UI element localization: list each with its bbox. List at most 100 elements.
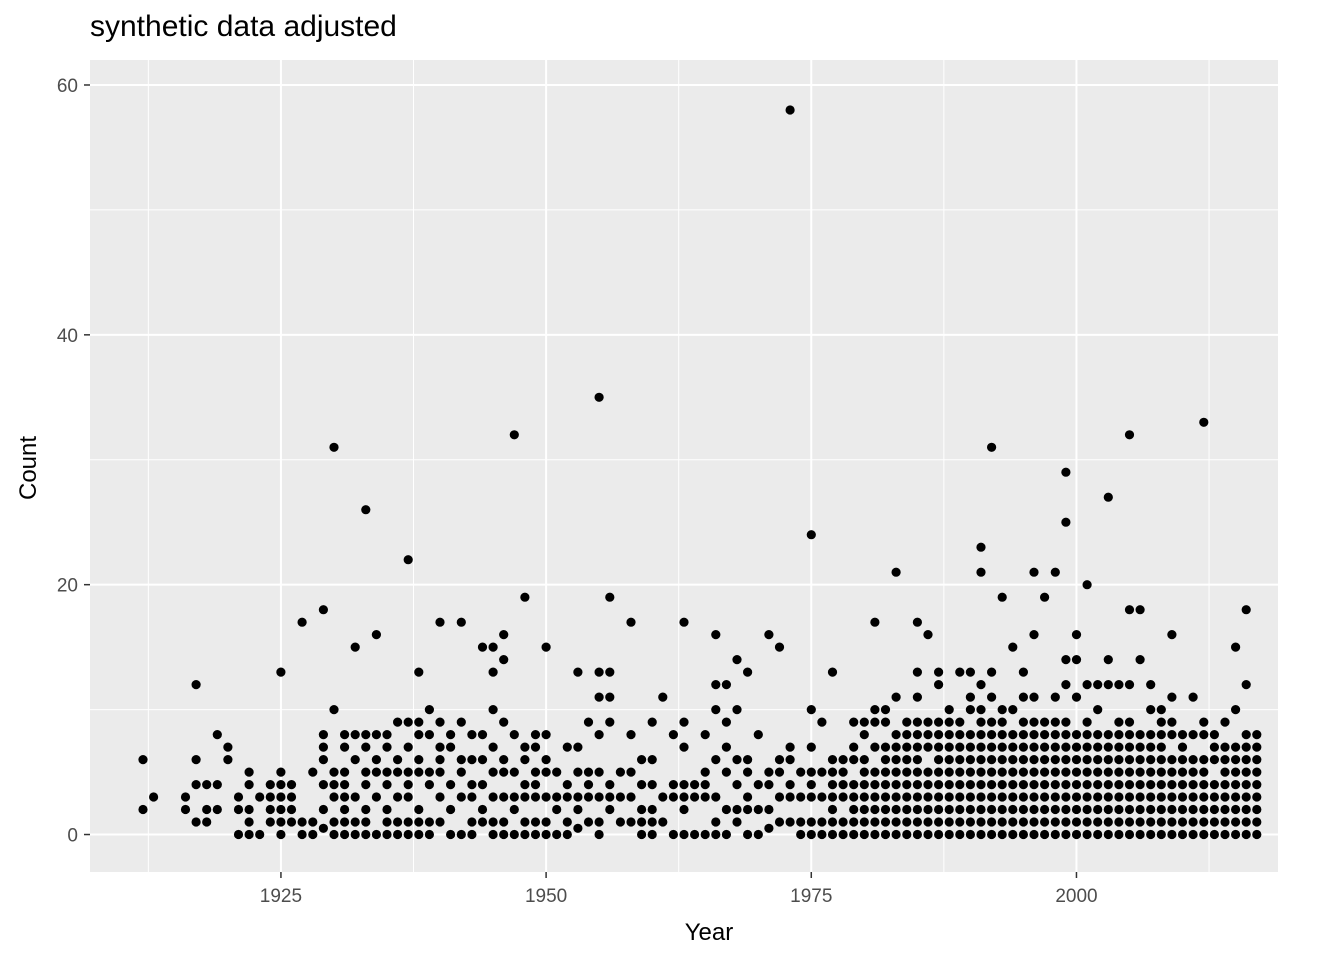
data-point — [902, 817, 912, 827]
data-point — [403, 717, 413, 727]
data-point — [1177, 755, 1188, 765]
data-point — [393, 755, 403, 765]
data-point — [1061, 780, 1071, 790]
data-point — [870, 705, 880, 715]
data-point — [1103, 742, 1113, 752]
data-point — [244, 780, 254, 790]
data-point — [403, 767, 413, 777]
data-point — [467, 792, 477, 802]
data-point — [318, 804, 328, 815]
data-point — [965, 817, 976, 827]
data-point — [1114, 829, 1124, 840]
data-point — [827, 829, 838, 840]
data-point — [1018, 817, 1028, 827]
data-point — [1082, 680, 1092, 690]
data-point — [827, 792, 838, 802]
data-point — [987, 780, 997, 790]
data-point — [562, 817, 572, 827]
data-point — [456, 755, 466, 765]
data-point — [1252, 742, 1262, 752]
data-point — [743, 755, 753, 765]
data-point — [796, 767, 806, 777]
data-point — [1156, 717, 1166, 727]
data-point — [435, 755, 445, 765]
data-point — [880, 767, 891, 777]
data-point — [1124, 792, 1135, 802]
data-point — [1199, 767, 1209, 777]
data-point — [774, 755, 785, 765]
data-point — [1114, 767, 1124, 777]
data-point — [965, 829, 976, 840]
data-point — [955, 667, 965, 677]
data-point — [891, 780, 901, 790]
data-point — [626, 792, 636, 802]
data-point — [1167, 767, 1177, 777]
data-point — [902, 742, 912, 752]
data-point — [424, 730, 434, 740]
data-points — [138, 105, 1262, 840]
data-point — [1146, 804, 1156, 815]
data-point — [1209, 817, 1219, 827]
data-point — [202, 804, 212, 815]
data-point — [912, 692, 923, 702]
data-point — [393, 817, 403, 827]
data-point — [583, 717, 594, 727]
data-point — [244, 767, 254, 777]
data-point — [838, 755, 848, 765]
data-point — [488, 829, 498, 840]
data-point — [1135, 755, 1145, 765]
data-point — [976, 680, 986, 690]
data-point — [817, 767, 827, 777]
data-point — [1241, 605, 1251, 615]
data-point — [1103, 804, 1113, 815]
data-point — [849, 817, 859, 827]
data-point — [838, 829, 848, 840]
data-point — [1082, 742, 1092, 752]
data-point — [393, 767, 403, 777]
data-point — [1252, 780, 1262, 790]
data-point — [435, 742, 445, 752]
data-point — [1008, 730, 1018, 740]
data-point — [1061, 817, 1071, 827]
data-point — [817, 717, 827, 727]
data-point — [276, 792, 286, 802]
data-point — [509, 804, 519, 815]
data-point — [1040, 829, 1050, 840]
data-point — [403, 829, 413, 840]
data-point — [944, 792, 954, 802]
data-point — [541, 730, 551, 740]
data-point — [499, 767, 509, 777]
data-point — [891, 742, 901, 752]
data-point — [1241, 829, 1251, 840]
data-point — [276, 667, 286, 677]
data-point — [552, 767, 562, 777]
data-point — [361, 780, 371, 790]
data-point — [1040, 742, 1050, 752]
data-point — [605, 780, 615, 790]
data-point — [1156, 705, 1166, 715]
data-point — [191, 755, 201, 765]
data-point — [605, 804, 615, 815]
data-point — [647, 717, 657, 727]
data-point — [934, 680, 944, 690]
x-axis-title: Year — [685, 919, 734, 946]
data-point — [774, 642, 785, 652]
data-point — [223, 742, 233, 752]
data-point — [891, 817, 901, 827]
chart-title: synthetic data adjusted — [90, 10, 397, 43]
data-point — [605, 717, 615, 727]
data-point — [414, 817, 424, 827]
data-point — [1008, 804, 1018, 815]
data-point — [785, 780, 795, 790]
data-point — [1124, 430, 1135, 440]
data-point — [1093, 755, 1103, 765]
data-point — [1146, 742, 1156, 752]
data-point — [1029, 792, 1039, 802]
data-point — [817, 792, 827, 802]
data-point — [1093, 829, 1103, 840]
data-point — [955, 817, 965, 827]
data-point — [530, 780, 541, 790]
data-point — [690, 829, 700, 840]
data-point — [371, 755, 381, 765]
